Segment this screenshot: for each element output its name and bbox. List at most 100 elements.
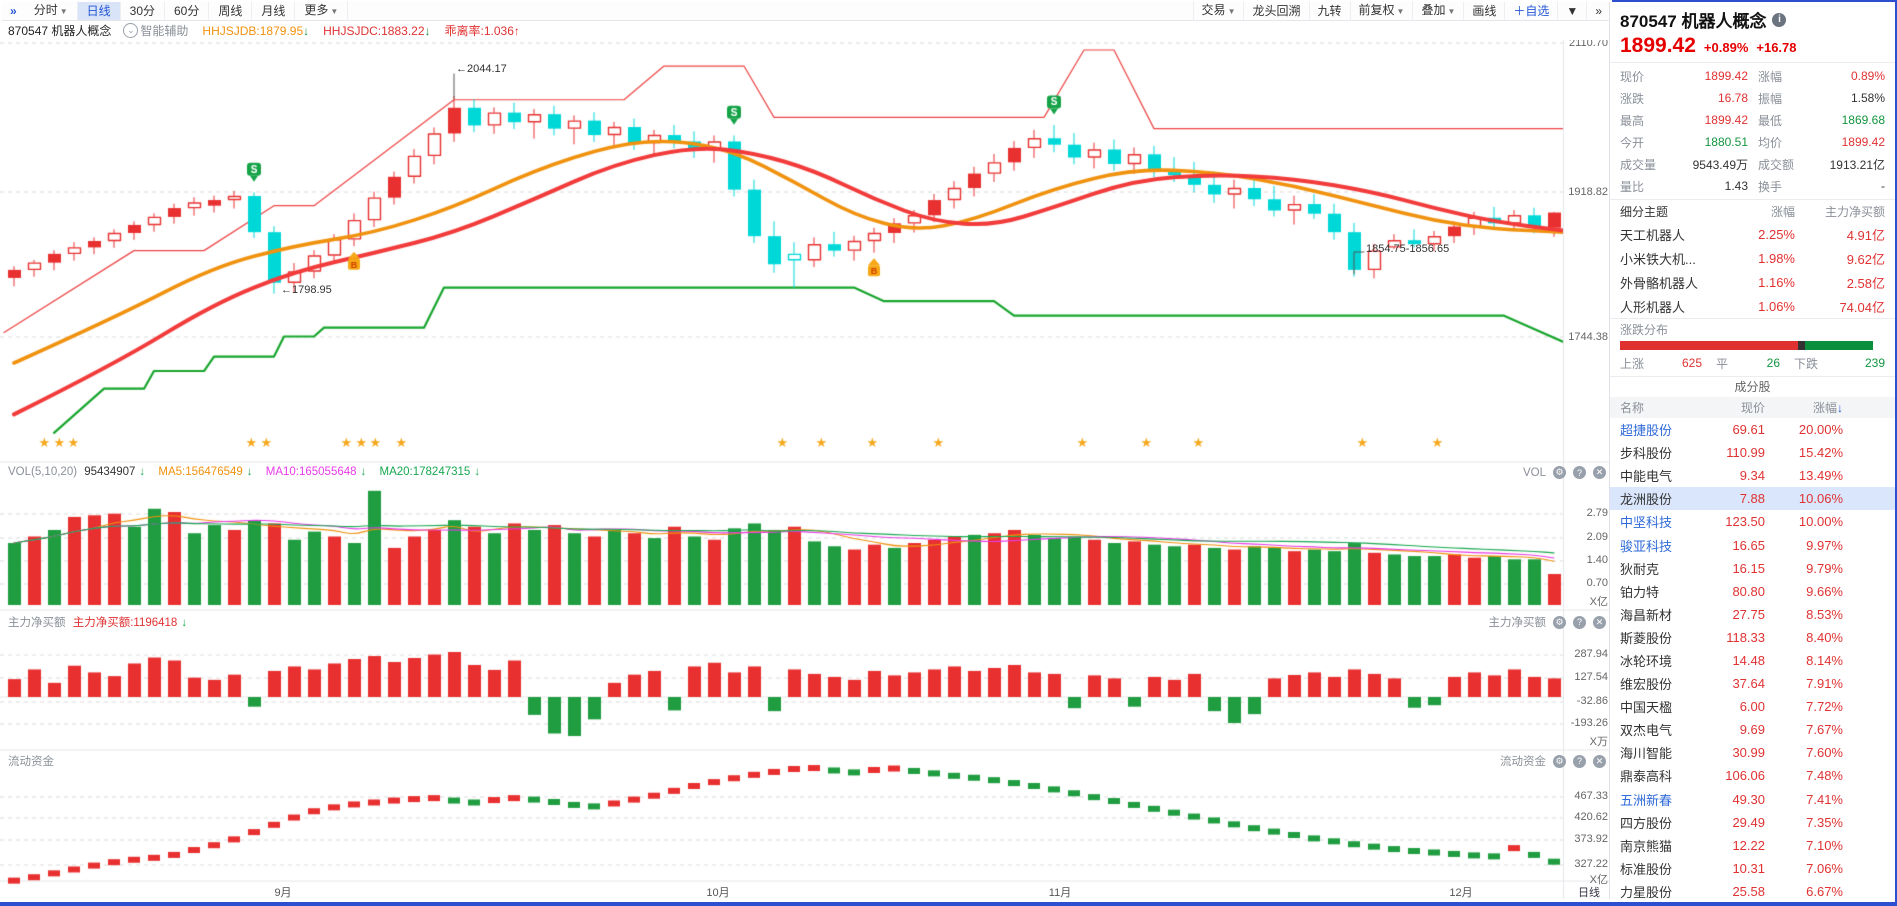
tab-月线[interactable]: 月线: [252, 2, 296, 20]
toolbar-button-▼[interactable]: ▼: [1557, 2, 1586, 20]
help-icon[interactable]: ?: [1573, 466, 1586, 479]
smart-assist-label[interactable]: 智能辅助: [140, 24, 189, 38]
ldzj-axis-unit: X亿: [1589, 874, 1608, 886]
component-row[interactable]: 标准股份 10.31 7.06%: [1610, 857, 1895, 880]
stock-name[interactable]: 骏亚科技: [1620, 538, 1673, 554]
component-row[interactable]: 四方股份 29.49 7.35%: [1610, 811, 1895, 834]
stock-name[interactable]: 步科股份: [1620, 446, 1673, 462]
toolbar-button-前复权[interactable]: 前复权 ▼: [1349, 1, 1413, 21]
stock-name[interactable]: 超捷股份: [1620, 423, 1673, 439]
theme-row[interactable]: 外骨骼机器人 1.16% 2.58亿: [1620, 270, 1885, 294]
gear-icon[interactable]: ⚙: [1553, 615, 1566, 629]
stock-name[interactable]: 标准股份: [1620, 861, 1673, 877]
collapse-left-icon[interactable]: »: [10, 4, 17, 18]
stock-change: 7.35%: [1806, 814, 1843, 830]
toolbar-button-»[interactable]: »: [1586, 2, 1610, 20]
stock-price: 12.22: [1732, 837, 1765, 853]
toolbar-button-＋自选[interactable]: ＋自选: [1504, 2, 1557, 20]
close-icon[interactable]: ✕: [1593, 615, 1606, 629]
sort-desc-icon[interactable]: ↓: [1837, 401, 1843, 415]
stock-name[interactable]: 鼎泰高科: [1620, 769, 1673, 785]
stock-name[interactable]: 中国天楹: [1620, 700, 1673, 716]
vol-axis-label: 0.70: [1586, 577, 1608, 589]
component-row[interactable]: 龙洲股份 7.88 10.06%: [1610, 487, 1895, 511]
gear-icon[interactable]: ⚙: [1553, 466, 1566, 479]
component-row[interactable]: 中国天楹 6.00 7.72%: [1610, 695, 1895, 718]
component-row[interactable]: 鼎泰高科 106.06 7.48%: [1610, 764, 1895, 787]
stock-name[interactable]: 海昌新材: [1620, 607, 1673, 623]
chevron-down-circle-icon[interactable]: ⌄: [123, 23, 139, 38]
stock-name[interactable]: 龙洲股份: [1620, 492, 1673, 508]
stock-price: 69.61: [1732, 422, 1765, 438]
zljme-axis-label: 287.94: [1574, 648, 1608, 660]
stock-name[interactable]: 维宏股份: [1620, 677, 1673, 693]
stock-name[interactable]: 铂力特: [1620, 584, 1660, 600]
stock-name[interactable]: 中能电气: [1620, 469, 1673, 485]
tab-日线[interactable]: 日线: [77, 2, 121, 20]
theme-row[interactable]: 小米铁大机... 1.98% 9.62亿: [1620, 246, 1885, 270]
help-icon[interactable]: ?: [1573, 615, 1586, 629]
stock-name[interactable]: 双杰电气: [1620, 723, 1673, 739]
tab-60分[interactable]: 60分: [165, 2, 210, 20]
info-icon[interactable]: i: [1772, 12, 1787, 27]
component-row[interactable]: 骏亚科技 16.65 9.97%: [1610, 533, 1895, 556]
toolbar-button-龙头回溯[interactable]: 龙头回溯: [1243, 2, 1308, 20]
stock-change: 7.60%: [1806, 745, 1843, 761]
close-icon[interactable]: ✕: [1593, 754, 1606, 768]
stock-name[interactable]: 海川智能: [1620, 746, 1673, 762]
theme-row[interactable]: 天工机器人 2.25% 4.91亿: [1620, 222, 1885, 246]
component-row[interactable]: 斯菱股份 118.33 8.40%: [1610, 626, 1895, 649]
theme-name: 人形机器人: [1620, 299, 1686, 315]
component-row[interactable]: 力星股份 25.58 6.67%: [1610, 880, 1895, 899]
tab-30分[interactable]: 30分: [121, 2, 165, 20]
stock-name[interactable]: 斯菱股份: [1620, 630, 1673, 646]
main-chart-canvas[interactable]: [0, 0, 1612, 906]
stat-value: 1899.42: [1704, 69, 1748, 83]
stock-name[interactable]: 力星股份: [1620, 884, 1673, 899]
dist-segment-flat: [1797, 341, 1806, 350]
col-name[interactable]: 名称: [1620, 401, 1645, 415]
stock-name[interactable]: 狄耐克: [1620, 561, 1660, 577]
stock-change: 7.48%: [1806, 768, 1843, 784]
theme-change: 1.06%: [1758, 298, 1795, 314]
stock-name[interactable]: 冰轮环境: [1620, 653, 1673, 669]
toolbar-button-画线[interactable]: 画线: [1463, 2, 1504, 20]
theme-table: 细分主题 涨幅 主力净买额 天工机器人 2.25% 4.91亿 小米铁大机... 1.98% 9…: [1610, 200, 1895, 319]
tab-周线[interactable]: 周线: [209, 2, 253, 20]
stock-change: 7.10%: [1806, 837, 1843, 853]
component-row[interactable]: 海昌新材 27.75 8.53%: [1610, 603, 1895, 626]
component-row[interactable]: 中坚科技 123.50 10.00%: [1610, 510, 1895, 533]
theme-col-name: 细分主题: [1620, 204, 1669, 219]
component-row[interactable]: 狄耐克 16.15 9.79%: [1610, 557, 1895, 580]
component-row[interactable]: 双杰电气 9.69 7.67%: [1610, 718, 1895, 741]
gear-icon[interactable]: ⚙: [1553, 754, 1566, 768]
component-row[interactable]: 维宏股份 37.64 7.91%: [1610, 672, 1895, 695]
stock-name[interactable]: 中坚科技: [1620, 515, 1673, 531]
tab-更多[interactable]: 更多 ▼: [295, 1, 349, 21]
component-row[interactable]: 南京熊猫 12.22 7.10%: [1610, 834, 1895, 857]
help-icon[interactable]: ?: [1573, 754, 1586, 768]
component-row[interactable]: 中能电气 9.34 13.49%: [1610, 464, 1895, 487]
toolbar-button-叠加[interactable]: 叠加 ▼: [1412, 1, 1463, 21]
component-row[interactable]: 步科股份 110.99 15.42%: [1610, 441, 1895, 464]
toolbar-button-九转[interactable]: 九转: [1308, 2, 1350, 20]
vol-indicator-header: VOL(5,10,20) 95434907 ↓ MA5:156476549 ↓ MA…: [8, 466, 481, 478]
tab-分时[interactable]: 分时 ▼: [25, 1, 78, 21]
stock-name[interactable]: 四方股份: [1620, 815, 1673, 831]
component-row[interactable]: 五洲新春 49.30 7.41%: [1610, 788, 1895, 811]
vol-params-label: VOL(5,10,20): [8, 466, 78, 478]
stock-name[interactable]: 南京熊猫: [1620, 838, 1673, 854]
col-change[interactable]: 涨幅↓: [1812, 401, 1843, 415]
toolbar-button-交易[interactable]: 交易 ▼: [1192, 1, 1244, 21]
stat-label: 今开: [1620, 135, 1645, 150]
component-row[interactable]: 超捷股份 69.61 20.00%: [1610, 418, 1895, 441]
component-row[interactable]: 铂力特 80.80 9.66%: [1610, 580, 1895, 603]
close-icon[interactable]: ✕: [1593, 466, 1606, 479]
stock-price: 110.99: [1726, 445, 1765, 461]
col-price[interactable]: 现价: [1740, 401, 1765, 415]
stock-change: 7.72%: [1806, 699, 1843, 715]
component-row[interactable]: 冰轮环境 14.48 8.14%: [1610, 649, 1895, 672]
stock-name[interactable]: 五洲新春: [1620, 792, 1673, 808]
theme-row[interactable]: 人形机器人 1.06% 74.04亿: [1620, 294, 1885, 318]
component-row[interactable]: 海川智能 30.99 7.60%: [1610, 741, 1895, 764]
